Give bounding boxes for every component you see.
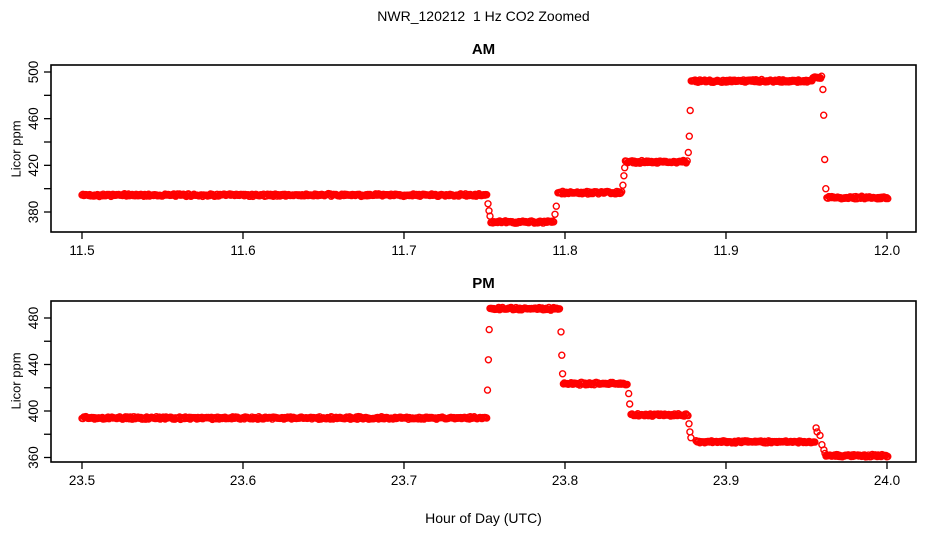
y-tick-label: 500 — [26, 61, 41, 84]
y-tick-label: 360 — [26, 446, 41, 469]
plot-box — [50, 300, 917, 463]
y-tick-label: 420 — [26, 154, 41, 177]
y-tick-label: 440 — [26, 353, 41, 376]
x-tick-label: 23.8 — [552, 473, 578, 488]
plot-box — [50, 64, 917, 233]
x-axis-label: Hour of Day (UTC) — [425, 510, 542, 526]
y-tick-label: 480 — [26, 307, 41, 330]
main-title: NWR_120212 1 Hz CO2 Zoomed — [377, 8, 590, 24]
x-tick-label: 23.9 — [713, 473, 739, 488]
x-tick-label: 24.0 — [874, 473, 900, 488]
x-tick-label: 11.7 — [391, 243, 416, 258]
x-tick-label: 11.6 — [230, 243, 255, 258]
y-tick-label: 460 — [26, 107, 41, 130]
x-tick-label: 23.5 — [69, 473, 95, 488]
am-y-axis-label: Licor ppm — [8, 120, 24, 178]
pm-panel-title: PM — [472, 275, 495, 292]
x-tick-label: 12.0 — [874, 243, 900, 258]
x-tick-label: 11.9 — [713, 243, 738, 258]
scatter-points — [78, 72, 892, 227]
x-tick-label: 23.7 — [391, 473, 417, 488]
pm-y-axis-label: Licor ppm — [8, 352, 24, 410]
x-tick-label: 11.8 — [552, 243, 577, 258]
pm-plot: 23.5 23.6 23.7 23.8 23.9 24.0 360 400 440 480 — [26, 300, 917, 488]
scatter-points — [78, 303, 892, 461]
am-plot: 11.5 11.6 11.7 11.8 11.9 12.0 380 420 460 500 — [26, 61, 917, 258]
y-tick-label: 400 — [26, 400, 41, 423]
x-tick-label: 23.6 — [230, 473, 256, 488]
am-panel-title: AM — [471, 41, 496, 58]
x-tick-label: 11.5 — [69, 243, 94, 258]
y-tick-label: 380 — [26, 201, 41, 224]
